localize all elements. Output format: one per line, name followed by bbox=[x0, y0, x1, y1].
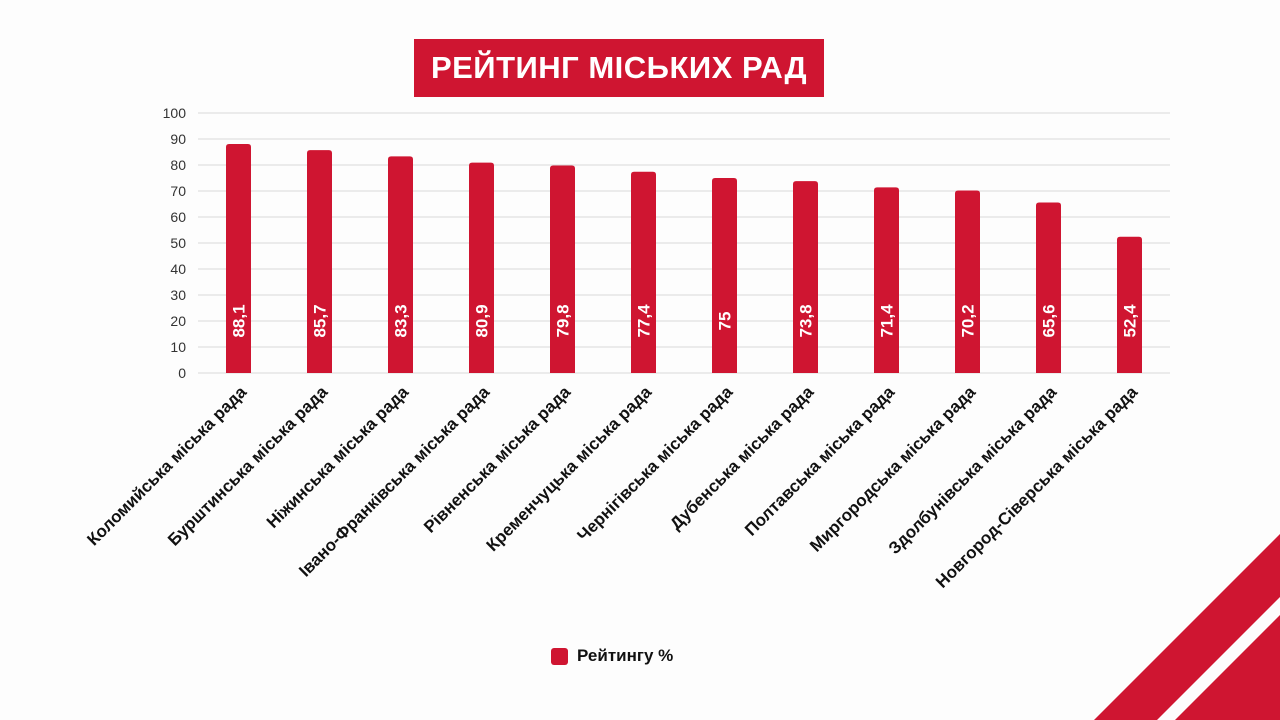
gridlines bbox=[198, 112, 1170, 374]
bar bbox=[874, 187, 899, 373]
bar bbox=[1117, 236, 1142, 373]
data-label: 80,9 bbox=[473, 304, 492, 337]
y-tick-label: 50 bbox=[170, 235, 186, 251]
data-label: 71,4 bbox=[878, 304, 897, 338]
y-axis-ticks: 0 10 20 30 40 50 60 70 80 90 100 bbox=[163, 105, 187, 381]
bar bbox=[712, 178, 737, 373]
data-label: 75 bbox=[716, 312, 735, 331]
data-label: 70,2 bbox=[959, 304, 978, 337]
data-label: 65,6 bbox=[1040, 304, 1059, 337]
data-label: 83,3 bbox=[392, 304, 411, 337]
x-tick-label: Дубенська міська рада bbox=[666, 382, 817, 533]
x-tick-label: Бурштинська міська рада bbox=[164, 382, 332, 550]
chart-title: РЕЙТИНГ МІСЬКИХ РАД bbox=[414, 39, 824, 97]
bar bbox=[307, 150, 332, 373]
x-tick-label: Полтавська міська рада bbox=[741, 382, 899, 540]
bar bbox=[226, 143, 251, 373]
y-tick-label: 20 bbox=[170, 313, 186, 329]
x-tick-label: Кременчуцька міська рада bbox=[483, 382, 656, 555]
y-tick-label: 0 bbox=[178, 365, 186, 381]
bar bbox=[550, 165, 575, 373]
data-label: 52,4 bbox=[1121, 304, 1140, 338]
data-label: 77,4 bbox=[635, 304, 654, 338]
y-tick-label: 30 bbox=[170, 287, 186, 303]
bars bbox=[226, 143, 1142, 373]
bar bbox=[388, 156, 413, 373]
bar bbox=[469, 162, 494, 373]
legend-label: Рейтингу % bbox=[577, 646, 674, 665]
data-label: 79,8 bbox=[554, 304, 573, 337]
legend: Рейтингу % bbox=[551, 646, 673, 666]
data-label: 73,8 bbox=[797, 304, 816, 337]
x-tick-label: Рівненська міська рада bbox=[420, 382, 575, 537]
y-tick-label: 70 bbox=[170, 183, 186, 199]
bar bbox=[955, 190, 980, 373]
data-label: 85,7 bbox=[311, 304, 330, 337]
y-tick-label: 60 bbox=[170, 209, 186, 225]
x-tick-label: Чернігівська міська рада bbox=[574, 382, 737, 545]
y-tick-label: 10 bbox=[170, 339, 186, 355]
data-label: 88,1 bbox=[230, 304, 249, 337]
bar bbox=[1036, 202, 1061, 373]
x-tick-label: Коломийська міська рада bbox=[83, 382, 250, 549]
y-tick-label: 80 bbox=[170, 157, 186, 173]
y-tick-label: 100 bbox=[163, 105, 187, 121]
y-tick-label: 90 bbox=[170, 131, 186, 147]
bar bbox=[631, 171, 656, 373]
bar bbox=[793, 181, 818, 373]
data-labels: 88,1 85,7 83,3 80,9 79,8 77,4 75 73,8 71,4 70,2 65… bbox=[230, 304, 1140, 338]
x-tick-label: Миргородська міська рада bbox=[806, 382, 980, 556]
x-tick-label: Здолбунівська міська рада bbox=[885, 382, 1061, 558]
y-tick-label: 40 bbox=[170, 261, 186, 277]
x-tick-label: Ніжинська міська рада bbox=[263, 382, 413, 532]
legend-swatch bbox=[551, 647, 568, 665]
